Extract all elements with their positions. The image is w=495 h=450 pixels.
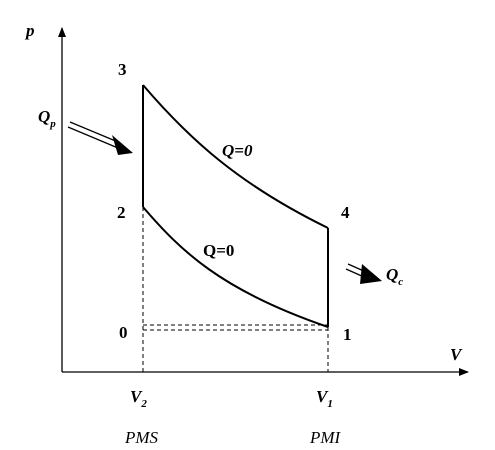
heat-in-arrow [69, 121, 119, 143]
expansion-curve [142, 84, 329, 229]
heat-subscript: p [49, 118, 56, 130]
x-axis-label: V [450, 345, 463, 364]
heat-in-arrow [67, 126, 119, 149]
volume-symbol: V [316, 387, 329, 406]
volume-subscript: 1 [327, 398, 333, 410]
point-label: 4 [341, 203, 350, 222]
point-label: 1 [343, 325, 352, 344]
point-label: 0 [119, 323, 128, 342]
volume-label: V2 [130, 387, 147, 410]
volume-subscript: 2 [140, 398, 147, 410]
process-label: Q=0 [203, 241, 234, 260]
heat-subscript: c [398, 276, 403, 288]
heat-in-label: Qp [38, 107, 56, 130]
position-label: PMS [124, 428, 159, 447]
heat-symbol: Q [38, 107, 50, 126]
heat-in-head [112, 135, 133, 155]
heat-out-label: Qc [386, 265, 403, 288]
point-label: 2 [117, 203, 126, 222]
y-axis-label: p [24, 21, 35, 40]
point-label: 3 [118, 60, 127, 79]
heat-symbol: Q [386, 265, 398, 284]
compression-curve [142, 206, 329, 328]
position-label: PMI [309, 428, 342, 447]
volume-label: V1 [316, 387, 333, 410]
process-label: Q=0 [222, 141, 253, 160]
heat-out-head [360, 264, 382, 284]
volume-symbol: V [130, 387, 143, 406]
